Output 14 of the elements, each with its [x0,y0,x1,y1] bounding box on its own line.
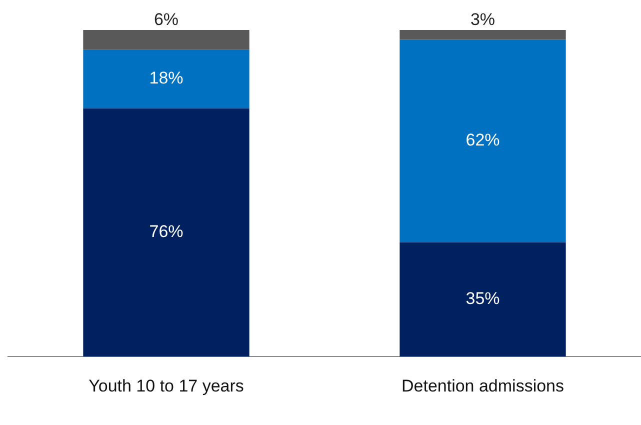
data-label: 3% [470,10,496,30]
bar [83,108,250,357]
data-label: 6% [154,10,179,30]
bar [400,242,566,357]
bar [400,30,566,40]
bar [400,40,566,242]
data-label: 18% [149,68,184,88]
x-tick-label: Youth 10 to 17 years [88,376,244,396]
bar [83,30,250,50]
x-tick-label: Detention admissions [401,376,564,396]
data-label: 76% [149,222,184,242]
bar [83,50,250,108]
data-label: 62% [466,130,500,150]
data-label: 35% [466,289,500,308]
